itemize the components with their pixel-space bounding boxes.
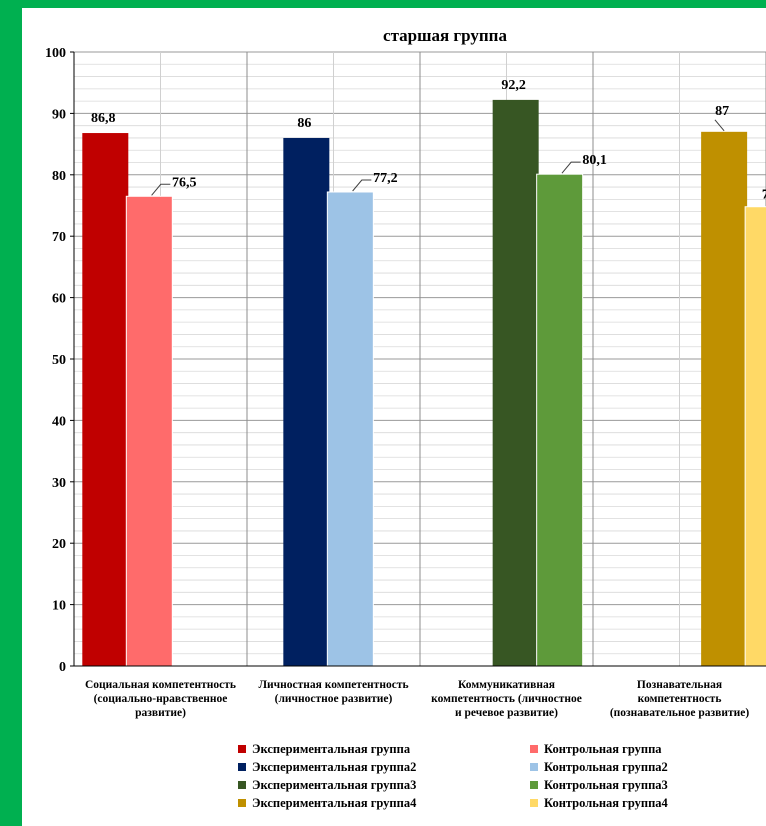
legend-swatch [238, 745, 246, 753]
y-tick-label: 80 [52, 169, 66, 184]
data-label: 86 [297, 116, 311, 131]
legend-label: Контрольная группа3 [544, 777, 668, 792]
y-tick-label: 30 [52, 476, 66, 491]
legend-label: Контрольная группа2 [544, 759, 668, 774]
legend-label: Экспериментальная группа2 [252, 759, 417, 774]
bar-experimental-2 [283, 137, 330, 666]
legend-item: Экспериментальная группа4 [238, 795, 416, 811]
legend-swatch [238, 763, 246, 771]
bar-control-4 [744, 206, 766, 667]
grid-layer [73, 51, 766, 667]
y-tick-label: 50 [52, 353, 66, 368]
data-label: 80,1 [582, 153, 607, 168]
x-category-label-line: развитие) [135, 707, 186, 719]
x-category-label-line: Познавательная [636, 679, 723, 691]
y-tick-label: 100 [45, 46, 66, 61]
legend-label: Экспериментальная группа [252, 741, 411, 756]
legend-item: Экспериментальная группа3 [238, 777, 416, 793]
legend-label: Экспериментальная группа4 [252, 795, 417, 810]
x-category-label-line: компетентность [637, 693, 722, 705]
legend-swatch [530, 799, 538, 807]
x-category-label: Познавательная компетентность (познаватель… [595, 678, 765, 720]
y-tick-label: 70 [52, 230, 66, 245]
legend-item: Контрольная группа2 [530, 759, 668, 775]
x-category-label-line: Личностная компетентность [258, 679, 409, 691]
x-category-label-line: (социально-нравственное [93, 693, 228, 705]
bar-layer [82, 99, 766, 667]
x-category-label-line: и речевое развитие) [455, 707, 558, 719]
bar-control-3 [536, 173, 584, 667]
x-category-label-line: Социальная компетентность [85, 679, 236, 691]
data-label: 92,2 [501, 78, 526, 93]
axis-layer: 0 10 20 30 40 50 60 70 80 90 100 [45, 46, 766, 675]
legend-item: Экспериментальная группа [238, 741, 410, 757]
y-tick-label: 10 [52, 599, 66, 614]
data-label: 76,5 [172, 175, 197, 190]
x-category-label: Личностная компетентность (личностное раз… [249, 678, 419, 706]
y-tick-label: 20 [52, 537, 66, 552]
chart-panel: старшая группа 86,8 76,5 86 77,2 92,2 80,1 87 7… [22, 8, 766, 826]
x-category-label-line: Коммуникативная [458, 679, 555, 691]
y-tick-label: 40 [52, 414, 66, 429]
data-label: 86,8 [91, 111, 116, 126]
data-label-leader [352, 179, 372, 192]
y-tick-label: 90 [52, 107, 66, 122]
data-label: 77,2 [373, 171, 398, 186]
data-label: 87 [715, 104, 729, 119]
legend-label: Контрольная группа [544, 741, 662, 756]
data-label-leader [714, 119, 725, 132]
bar-experimental-3 [492, 99, 539, 667]
data-label-leader [151, 183, 171, 196]
legend-swatch [530, 745, 538, 753]
bar-experimental-1 [82, 133, 129, 667]
x-category-label-line: компетентность (личностное [431, 693, 582, 705]
bar-control-1 [125, 195, 173, 667]
data-label: 74,8 [762, 188, 766, 203]
bar-chart: старшая группа 86,8 76,5 86 77,2 92,2 80,1 87 7… [45, 26, 766, 675]
label-layer: 86,8 76,5 86 77,2 92,2 80,1 87 74,8 [91, 78, 766, 203]
legend-item: Контрольная группа3 [530, 777, 668, 793]
x-category-label: Социальная компетентность (социально-нрав… [76, 678, 246, 720]
y-tick-label: 60 [52, 292, 66, 307]
chart-title: старшая группа [383, 26, 507, 45]
legend-label: Экспериментальная группа3 [252, 777, 417, 792]
y-tick-label: 0 [59, 660, 66, 675]
legend-item: Контрольная группа4 [530, 795, 668, 811]
bar-experimental-4 [701, 131, 748, 666]
legend-item: Экспериментальная группа2 [238, 759, 416, 775]
x-category-label-line: (познавательное развитие) [609, 707, 750, 719]
x-category-label-line: (личностное развитие) [274, 693, 393, 705]
legend-swatch [238, 781, 246, 789]
legend-swatch [530, 781, 538, 789]
legend-swatch [238, 799, 246, 807]
bar-control-2 [326, 191, 374, 667]
data-label-leader [561, 161, 581, 174]
x-category-label: Коммуникативная компетентность (личностно… [422, 678, 592, 720]
legend-label: Контрольная группа4 [544, 795, 668, 810]
legend-item: Контрольная группа [530, 741, 662, 757]
legend-swatch [530, 763, 538, 771]
